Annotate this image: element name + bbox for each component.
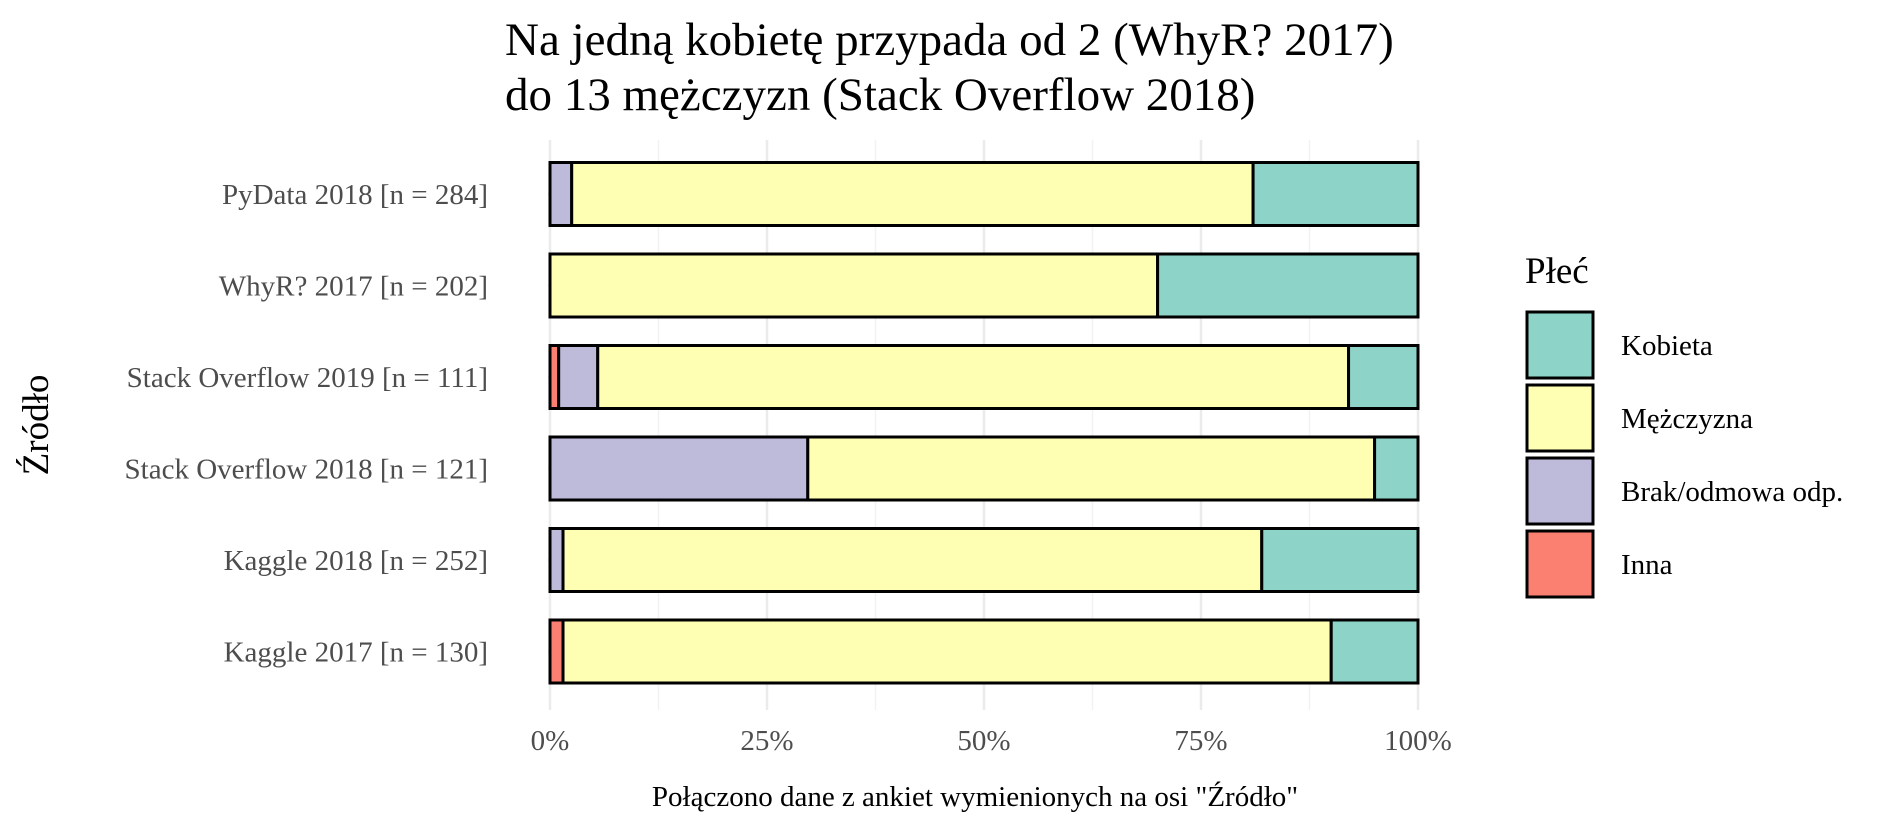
- bar-segment: [561, 618, 1333, 685]
- bars: [548, 161, 1420, 685]
- bar-segment: [561, 527, 1264, 593]
- x-tick-label: 50%: [957, 725, 1010, 757]
- legend-label: Brak/odmowa odp.: [1621, 476, 1843, 508]
- x-axis-title: Połączono dane z ankiet wymienionych na …: [652, 780, 1298, 813]
- bar-segment: [548, 252, 1160, 319]
- legend-swatch: [1525, 310, 1595, 380]
- bar-segment: [557, 344, 600, 410]
- bar-segment: [570, 161, 1255, 227]
- x-tick-label: 25%: [740, 725, 793, 757]
- x-tick-label: 75%: [1174, 725, 1227, 757]
- category-label: Kaggle 2017 [n = 130]: [224, 637, 488, 669]
- bar-segment: [548, 435, 810, 502]
- bar-segment: [1373, 435, 1420, 502]
- bar-segment: [806, 435, 1377, 502]
- bar-segment: [548, 527, 565, 593]
- legend-label: Inna: [1621, 549, 1673, 581]
- chart-title-line-1: Na jedną kobietę przypada od 2 (WhyR? 20…: [505, 14, 1394, 66]
- x-tick-label: 0%: [531, 725, 570, 757]
- legend-title: Płeć: [1525, 251, 1589, 292]
- x-tick-labels: 0% 25% 50% 75% 100%: [531, 725, 1452, 757]
- legend: Kobieta Mężczyzna Brak/odmowa odp. Inna: [1525, 310, 1843, 599]
- y-axis-title: Źródło: [15, 375, 57, 476]
- bar-segment: [596, 344, 1351, 410]
- legend-swatch: [1525, 529, 1595, 599]
- category-labels: PyData 2018 [n = 284] WhyR? 2017 [n = 202…: [125, 179, 488, 669]
- chart-title-line-2: do 13 mężczyzn (Stack Overflow 2018): [505, 69, 1255, 121]
- legend-swatch: [1525, 456, 1595, 526]
- bar-segment: [548, 161, 574, 227]
- bar-segment: [1260, 527, 1420, 593]
- category-label: WhyR? 2017 [n = 202]: [219, 271, 488, 303]
- bar-segment: [548, 618, 565, 685]
- category-label: Stack Overflow 2018 [n = 121]: [125, 454, 488, 486]
- x-tick-label: 100%: [1384, 725, 1452, 757]
- bar-segment: [1347, 344, 1420, 410]
- legend-swatch: [1525, 383, 1595, 453]
- legend-label: Kobieta: [1621, 330, 1713, 362]
- category-label: Kaggle 2018 [n = 252]: [224, 545, 488, 577]
- category-label: PyData 2018 [n = 284]: [222, 179, 488, 211]
- bar-segment: [1251, 161, 1420, 227]
- bar-segment: [1156, 252, 1420, 319]
- bar-segment: [1329, 618, 1420, 685]
- category-label: Stack Overflow 2019 [n = 111]: [127, 362, 488, 394]
- legend-label: Mężczyzna: [1621, 403, 1753, 435]
